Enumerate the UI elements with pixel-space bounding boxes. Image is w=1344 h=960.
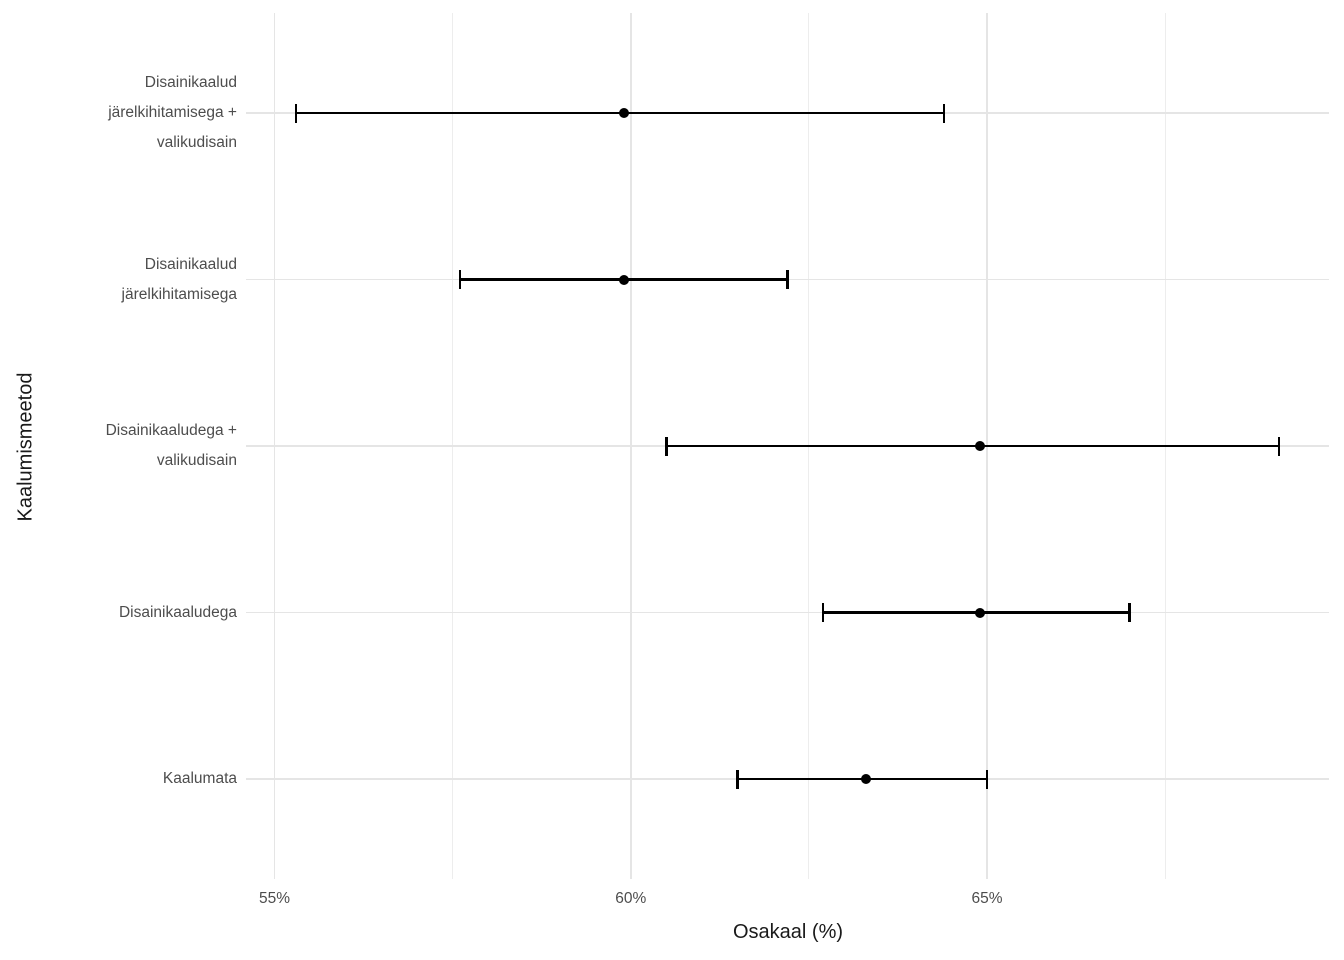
error-bar-cap-right (943, 103, 946, 123)
y-tick-label-line: valikudisain (156, 134, 237, 151)
error-bar-cap-left (821, 603, 825, 622)
error-bar-cap-right (786, 270, 789, 289)
error-bar-cap-left (458, 270, 461, 289)
x-tick-label: 65% (971, 890, 1003, 907)
y-tick-label-line: valikudisain (156, 452, 237, 469)
error-bar-cap-right (1277, 436, 1281, 456)
y-tick-label: Disainikaaludega (0, 598, 237, 628)
y-tick-label-line: Disainikaaludega + (105, 422, 237, 439)
point-estimate (974, 607, 985, 618)
y-axis-title: Kaalumismeetod (14, 372, 37, 522)
y-tick-label-line: järelkihitamisega + (108, 104, 237, 121)
point-estimate (618, 108, 629, 118)
x-axis-title: Osakaal (%) (732, 921, 844, 943)
y-tick-label-line: Disainikaalud (144, 255, 237, 273)
y-tick-label: Kaalumata (0, 764, 237, 794)
error-bar-cap-left (294, 103, 298, 123)
error-bar (666, 444, 1280, 448)
point-estimate (618, 274, 629, 285)
x-tick-label: 55% (258, 890, 291, 907)
y-tick-label: Disainikaalud järelkihitamisega + valikudi… (0, 68, 237, 158)
y-tick-label-line: Disainikaalud (144, 74, 237, 91)
x-tick-label: 60% (615, 890, 647, 907)
y-tick-label-line: järelkihitamisega (121, 285, 237, 303)
error-bar-cap-left (665, 436, 668, 456)
error-bar-cap-right (1128, 603, 1131, 622)
error-bar-cap-left (736, 769, 739, 789)
y-tick-label-line: Kaalumata (162, 770, 237, 787)
y-tick-label: Disainikaalud järelkihitamisega (0, 250, 237, 310)
gridline-y (246, 611, 1329, 614)
y-tick-label-line: Disainikaaludega (118, 603, 237, 621)
point-estimate (860, 774, 871, 784)
error-bar-cap-right (985, 769, 989, 789)
point-estimate (974, 441, 985, 451)
y-tick-label: Disainikaaludega + valikudisain (0, 416, 237, 476)
